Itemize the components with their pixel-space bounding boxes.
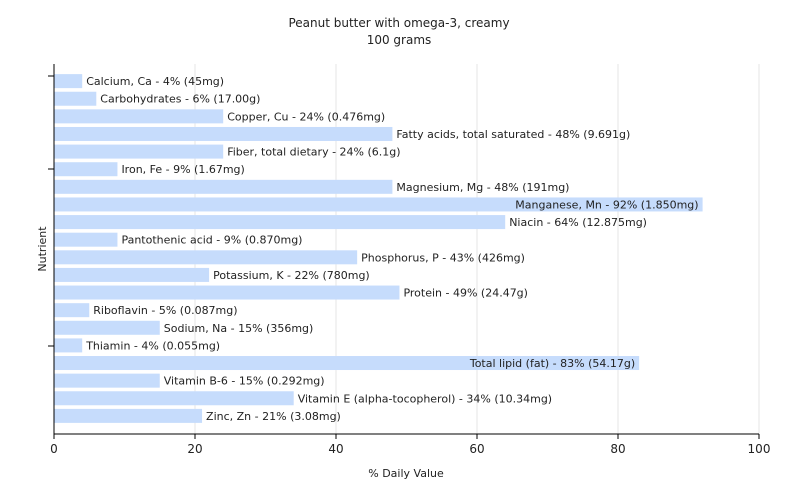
bar xyxy=(54,408,203,423)
y-axis-ticks xyxy=(48,75,54,347)
bar xyxy=(54,215,506,230)
x-tick-label: 60 xyxy=(469,442,484,456)
bar-label: Protein - 49% (24.47g) xyxy=(403,287,528,300)
x-tick-label: 80 xyxy=(610,442,625,456)
bar-label: Copper, Cu - 24% (0.476mg) xyxy=(227,110,385,123)
chart-subtitle: 100 grams xyxy=(367,33,432,47)
bar-label: Total lipid (fat) - 83% (54.17g) xyxy=(469,357,635,370)
bar-label: Pantothenic acid - 9% (0.870mg) xyxy=(121,234,302,247)
x-axis-ticks: 0 20 40 60 80 100 xyxy=(50,434,770,456)
bar xyxy=(54,109,224,124)
bar-label: Calcium, Ca - 4% (45mg) xyxy=(86,75,224,88)
bar xyxy=(54,179,393,194)
bar xyxy=(54,250,358,265)
bars-group xyxy=(54,74,703,423)
bar-label: Fatty acids, total saturated - 48% (9.69… xyxy=(396,128,630,141)
x-axis-title: % Daily Value xyxy=(368,467,444,480)
bar-label: Manganese, Mn - 92% (1.850mg) xyxy=(515,198,698,211)
bar xyxy=(54,320,160,335)
bar-label: Zinc, Zn - 21% (3.08mg) xyxy=(206,410,341,423)
bar xyxy=(54,144,224,159)
bar xyxy=(54,74,83,89)
bar-label: Thiamin - 4% (0.055mg) xyxy=(85,339,220,352)
bar xyxy=(54,391,294,406)
bar-label: Phosphorus, P - 43% (426mg) xyxy=(361,251,525,264)
bar-label: Sodium, Na - 15% (356mg) xyxy=(164,322,314,335)
bar xyxy=(54,197,703,212)
chart-title: Peanut butter with omega-3, creamy xyxy=(288,16,509,30)
bar-label: Carbohydrates - 6% (17.00g) xyxy=(100,93,260,106)
x-tick-label: 20 xyxy=(187,442,202,456)
bar xyxy=(54,232,118,247)
x-tick-label: 100 xyxy=(748,442,771,456)
x-tick-label: 0 xyxy=(50,442,58,456)
bar-label: Magnesium, Mg - 48% (191mg) xyxy=(396,181,569,194)
bar-labels-group: Calcium, Ca - 4% (45mg) Carbohydrates - 6… xyxy=(85,75,698,423)
bar-label: Potassium, K - 22% (780mg) xyxy=(213,269,370,282)
gridlines xyxy=(194,64,760,434)
bar xyxy=(54,91,97,106)
x-tick-label: 40 xyxy=(328,442,343,456)
bar-label: Fiber, total dietary - 24% (6.1g) xyxy=(227,146,400,159)
bar-label: Riboflavin - 5% (0.087mg) xyxy=(93,304,237,317)
bar xyxy=(54,285,400,300)
bar xyxy=(54,373,160,388)
y-axis-title: Nutrient xyxy=(36,226,49,272)
bar xyxy=(54,338,83,353)
bar-label: Niacin - 64% (12.875mg) xyxy=(509,216,647,229)
bar xyxy=(54,267,210,282)
bar xyxy=(54,162,118,177)
bar xyxy=(54,303,90,318)
bar-label: Vitamin B-6 - 15% (0.292mg) xyxy=(164,375,325,388)
bar xyxy=(54,126,393,141)
bar-label: Vitamin E (alpha-tocopherol) - 34% (10.3… xyxy=(298,392,552,405)
bar-label: Iron, Fe - 9% (1.67mg) xyxy=(121,163,244,176)
bar xyxy=(54,356,640,371)
